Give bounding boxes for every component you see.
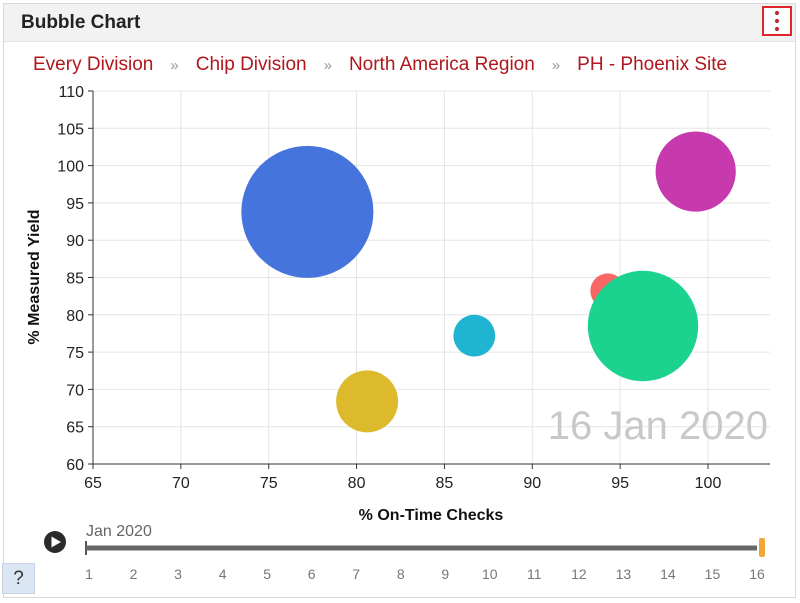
y-tick-label: 110 — [58, 84, 84, 101]
breadcrumb-north-america-region[interactable]: North America Region — [348, 54, 535, 75]
x-tick-label: 100 — [695, 475, 722, 492]
timeline-tick-label: 1 — [85, 566, 93, 582]
y-tick-label: 60 — [66, 457, 84, 474]
breadcrumb-separator: » — [170, 56, 179, 74]
x-tick-label: 75 — [260, 475, 278, 492]
timeline-tick-label: 7 — [352, 566, 360, 582]
timeline-tick-label: 13 — [616, 566, 632, 582]
timeline-tick-label: 6 — [308, 566, 316, 582]
y-tick-label: 100 — [57, 159, 84, 176]
bubble[interactable] — [241, 145, 374, 278]
timeline-tick-label: 5 — [263, 566, 271, 582]
y-tick-label: 90 — [66, 233, 84, 250]
timeline-tick-label: 3 — [174, 566, 182, 582]
x-tick-label: 65 — [84, 475, 102, 492]
y-tick-label: 80 — [66, 308, 84, 325]
timeline-tick-label: 4 — [219, 566, 227, 582]
breadcrumb: Every Division » Chip Division » North A… — [33, 54, 727, 76]
bubble[interactable] — [453, 314, 496, 357]
x-tick-label: 70 — [172, 475, 190, 492]
breadcrumb-separator: » — [551, 56, 561, 74]
timeline-tick-label: 14 — [660, 566, 676, 582]
breadcrumb-separator: » — [323, 56, 332, 74]
help-button[interactable]: ? — [2, 563, 35, 594]
timeline-tick-label: 11 — [527, 566, 542, 582]
timeline-handle[interactable] — [759, 538, 765, 557]
y-tick-label: 85 — [66, 271, 84, 288]
date-watermark: 16 Jan 2020 — [548, 404, 768, 448]
timeline-tick-label: 9 — [441, 566, 449, 582]
vertical-dots-icon — [775, 11, 779, 31]
x-tick-label: 95 — [611, 475, 629, 492]
timeline-track[interactable] — [86, 545, 757, 551]
breadcrumb-chip-division[interactable]: Chip Division — [195, 54, 307, 75]
panel-title: Bubble Chart — [21, 12, 141, 33]
y-tick-label: 65 — [66, 420, 84, 437]
timeline-tick-label: 12 — [571, 566, 587, 582]
y-tick-label: 70 — [66, 382, 84, 399]
bubble[interactable] — [587, 270, 699, 382]
x-tick-label: 85 — [436, 475, 454, 492]
play-icon — [51, 536, 61, 548]
y-axis-title: % Measured Yield — [26, 209, 43, 344]
timeline-tick-label: 10 — [482, 566, 498, 582]
menu-button[interactable] — [762, 6, 792, 36]
y-tick-label: 95 — [66, 196, 84, 213]
timeline-label: Jan 2020 — [86, 523, 152, 540]
x-axis-title: % On-Time Checks — [359, 507, 504, 524]
breadcrumb-every-division[interactable]: Every Division — [33, 54, 154, 75]
timeline-tick-label: 15 — [705, 566, 721, 582]
timeline-tick-label: 16 — [749, 566, 765, 582]
breadcrumb-phoenix-site[interactable]: PH - Phoenix Site — [577, 54, 728, 75]
x-tick-label: 80 — [348, 475, 366, 492]
bubble[interactable] — [655, 131, 736, 212]
y-tick-label: 75 — [66, 345, 84, 362]
x-tick-label: 90 — [523, 475, 541, 492]
timeline-tick-label: 2 — [130, 566, 138, 582]
panel-header: Bubble Chart — [4, 4, 795, 42]
y-tick-label: 105 — [57, 121, 84, 138]
bubble[interactable] — [336, 370, 399, 433]
timeline-tick-label: 8 — [397, 566, 405, 582]
